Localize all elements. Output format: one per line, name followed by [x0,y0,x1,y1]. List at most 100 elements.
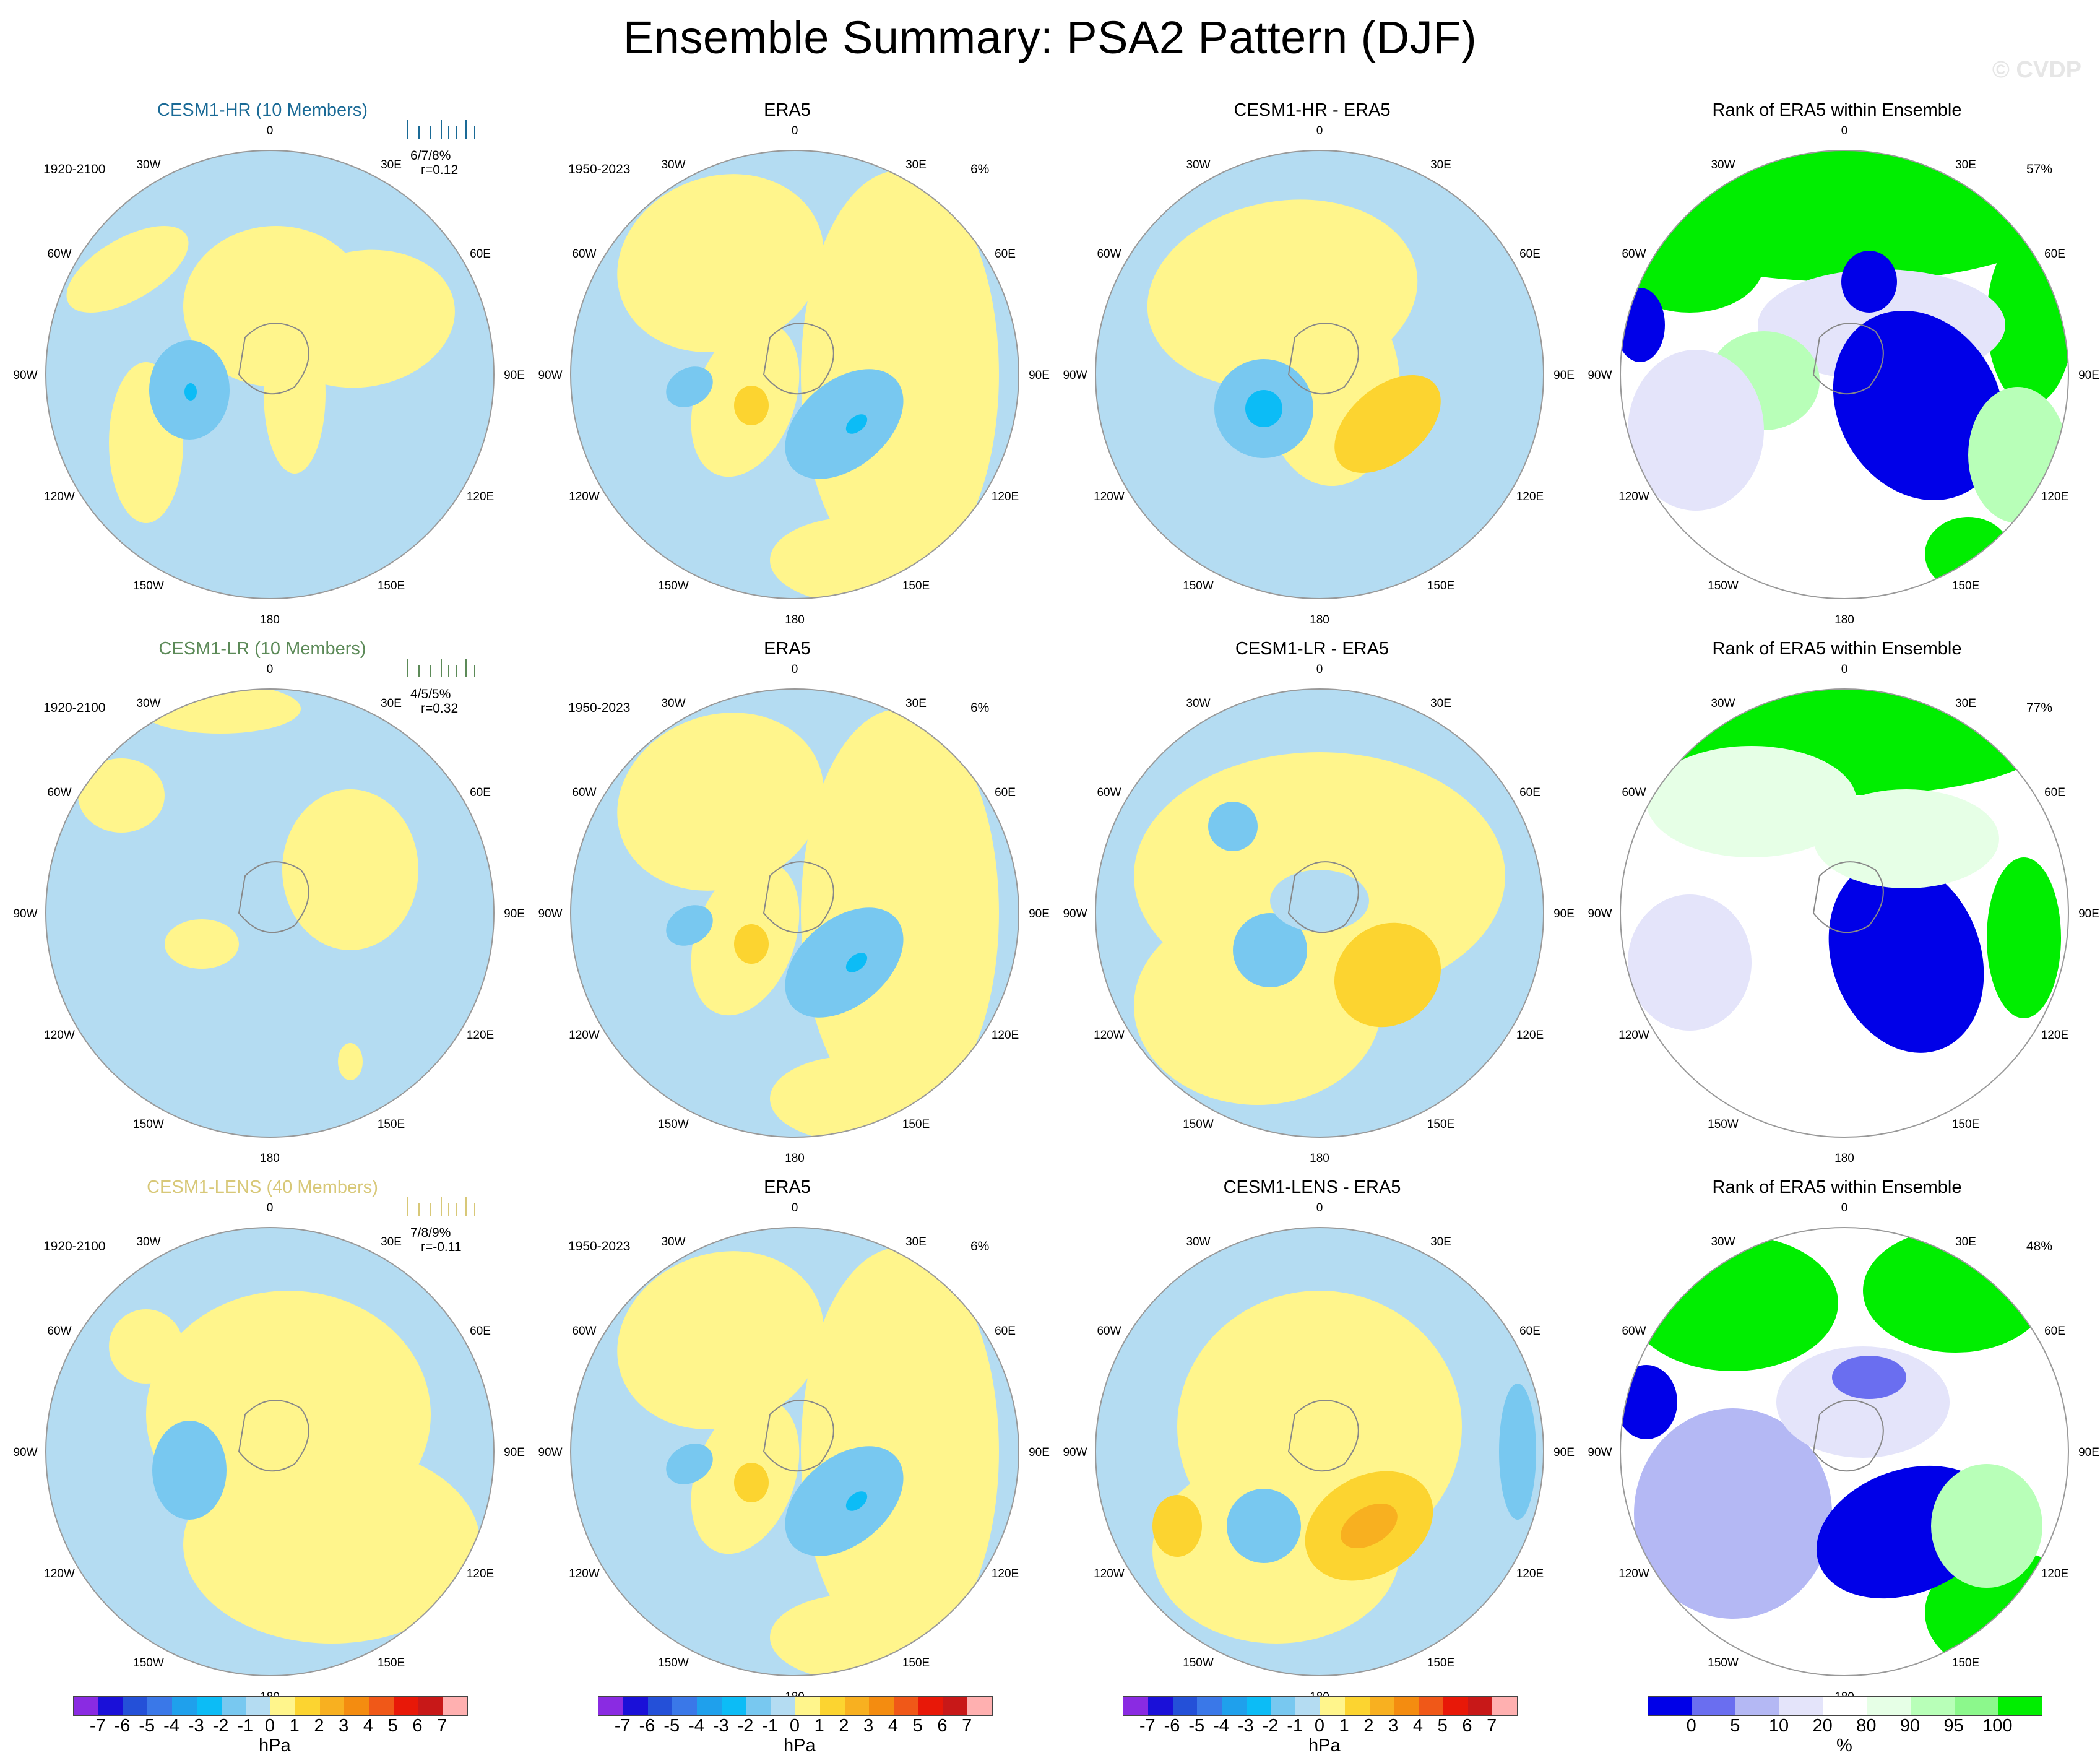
contour-blob [140,689,301,734]
longitude-label: 90E [1553,1446,1575,1459]
colorbar-swatch [918,1697,943,1715]
contour-blob [1634,1408,1832,1619]
longitude-label: 150W [1708,579,1739,592]
watermark: © CVDP [1992,57,2081,83]
contour-blob [66,226,189,313]
longitude-label: 150E [1952,579,1979,592]
colorbar-swatch [967,1697,992,1715]
colorbar-swatch [196,1697,222,1715]
colorbar-swatch [1197,1697,1222,1715]
longitude-label: 150W [1708,1657,1739,1670]
contour-blob [282,789,418,950]
longitude-label: 150W [133,1657,164,1670]
longitude-label: 90E [504,907,525,920]
contour-blob [785,907,904,1018]
colorbar-unit: hPa [784,1736,816,1756]
colorbar-swatch [319,1697,345,1715]
longitude-label: 150E [1427,1657,1454,1670]
colorbar-swatch [1295,1697,1320,1715]
longitude-label: 90W [538,369,562,382]
longitude-label: 60W [47,786,71,799]
longitude-label: 30E [1955,158,1976,171]
contour-blob [801,170,999,579]
longitude-label: 30E [905,158,927,171]
longitude-label: 120W [44,1567,75,1580]
longitude-label: 60W [572,786,596,799]
longitude-label: 30W [1186,697,1210,710]
longitude-label: 30E [1955,697,1976,710]
panel-title: ERA5 [764,1177,811,1197]
contour-blob [801,709,999,1117]
ensemble-tick-strip [407,659,475,677]
longitude-label: 90W [13,907,37,920]
contour-blob [1828,860,1984,1053]
colorbar-swatch [795,1697,820,1715]
contour-blob [845,953,868,972]
longitude-label: 120W [1618,1029,1649,1042]
longitude-label: 30W [136,158,160,171]
contour-blob [1208,802,1258,851]
panel-title: ERA5 [764,100,811,120]
colorbar-tick-label: 0 [264,1716,275,1736]
contour-blob [184,383,197,401]
panel-diff-row2: CESM1-LR - ERA5 0 30E 60E 90E 120E 150E 180 150W… [1050,539,1575,1165]
colorbar-swatch [393,1697,418,1715]
longitude-label: 0 [1316,124,1323,137]
colorbar-swatch [1823,1697,1867,1715]
longitude-label: 30W [136,697,160,710]
longitude-label: 90E [1553,907,1575,920]
colorbar-swatch [1271,1697,1296,1715]
longitude-label: 30E [905,1236,927,1249]
colorbar-swatch [123,1697,148,1715]
panel-title: Rank of ERA5 within Ensemble [1712,1177,1962,1197]
longitude-label: 30W [1711,697,1735,710]
years-label: 1950-2023 [568,162,631,176]
longitude-label: 30W [661,697,685,710]
longitude-label: 60E [2044,786,2065,799]
colorbar-tick-label: 0 [1314,1716,1325,1736]
colorbar-tick-label: 5 [912,1716,923,1736]
contour-blob [1270,870,1369,932]
contour-blob [617,1251,824,1429]
colorbar-tick-label: -6 [639,1716,655,1736]
longitude-label: 60E [470,248,491,261]
panel-title: CESM1-LENS (40 Members) [147,1177,378,1197]
colorbar-swatch [623,1697,648,1715]
longitude-label: 120E [467,1029,494,1042]
colorbar-tick-label: 100 [1982,1716,2013,1736]
contour-blob [617,713,824,891]
longitude-label: 150W [133,1118,164,1131]
years-label: 1950-2023 [568,701,631,715]
contour-blob [1227,1489,1301,1563]
panel-obs-row3: ERA5 0 30E 60E 90E 120E 150E 180 150W 120W 90W 60W 3… [525,1077,1050,1704]
longitude-label: 120E [2041,490,2068,503]
colorbar-swatch [344,1697,369,1715]
panel-title: CESM1-LENS - ERA5 [1223,1177,1401,1197]
percent-label: 48% [2026,1239,2053,1254]
longitude-label: 60E [2044,248,2065,261]
longitude-label: 90W [13,1446,37,1459]
longitude-label: 30E [1430,1236,1451,1249]
longitude-label: 0 [1316,663,1323,676]
longitude-label: 180 [260,1152,280,1165]
longitude-label: 120W [1618,490,1649,503]
colorbar-tick-label: -3 [188,1716,204,1736]
colorbar-swatch [270,1697,295,1715]
panel-rank-row2: Rank of ERA5 within Ensemble 0 30E 60E 90E 12… [1575,539,2099,1165]
colorbar-tick-label: -2 [212,1716,229,1736]
longitude-label: 60E [995,1325,1016,1338]
panel-rank-row3: Rank of ERA5 within Ensemble 0 30E 60E 90E 12… [1575,1077,2099,1704]
colorbar-tick-label: -1 [762,1716,779,1736]
longitude-label: 60W [47,1325,71,1338]
longitude-label: 60W [572,1325,596,1338]
longitude-label: 120E [1516,490,1544,503]
colorbar-hpa [598,1696,993,1716]
colorbar-tick-label: 0 [789,1716,800,1736]
longitude-label: 180 [1834,613,1854,626]
colorbar-tick-label: 90 [1899,1716,1921,1736]
colorbar-tick-label: -1 [1287,1716,1303,1736]
contour-blob [1620,288,1665,362]
